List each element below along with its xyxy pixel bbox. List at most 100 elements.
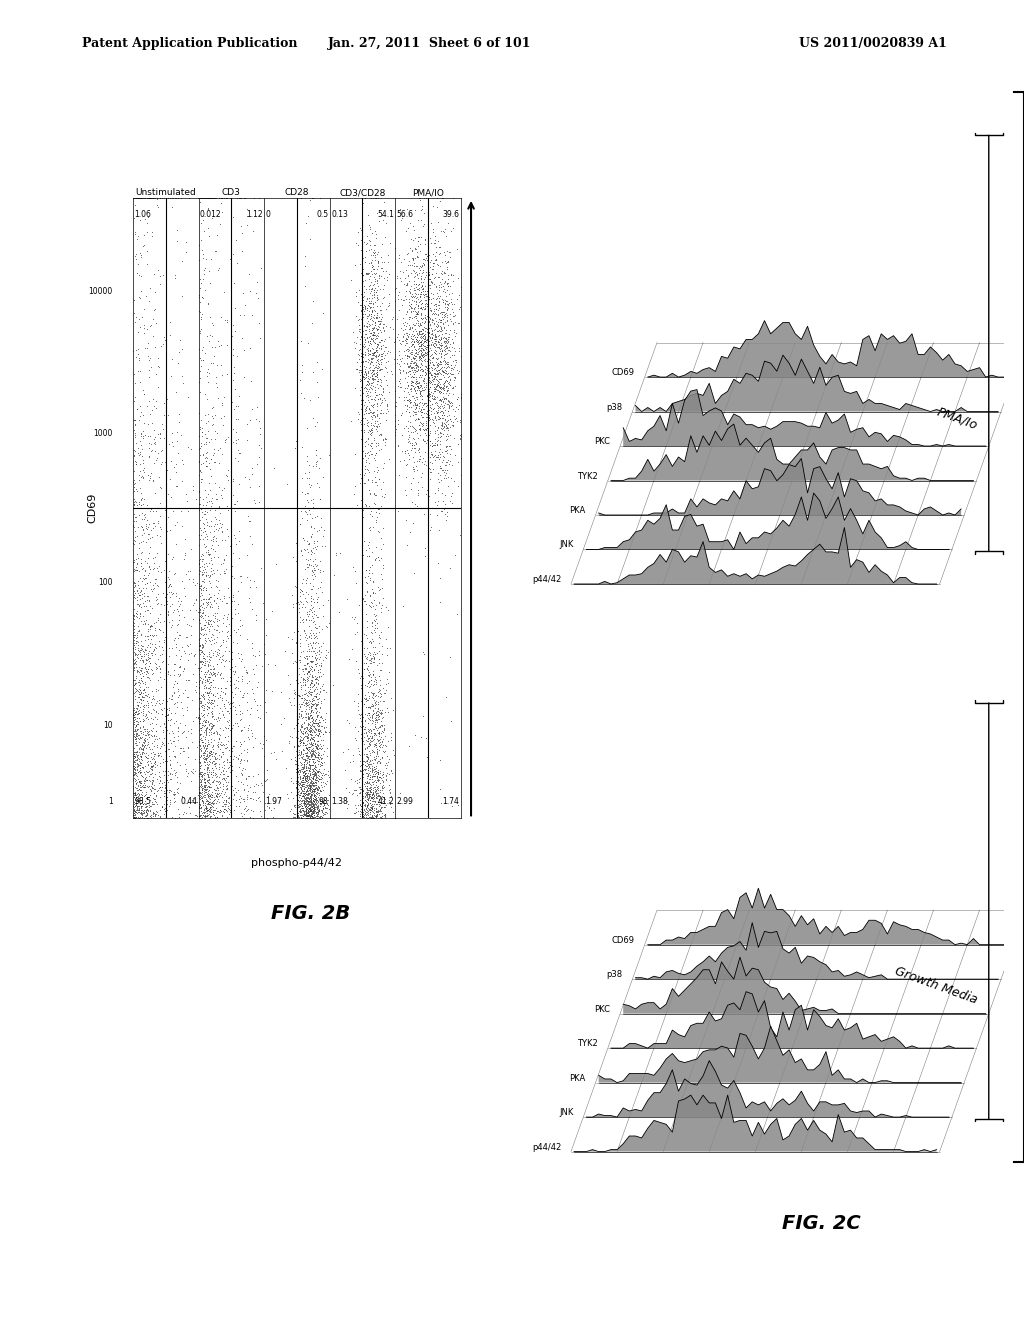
Point — [252, 708, 268, 729]
Point — [256, 725, 272, 746]
Point — [302, 729, 318, 750]
Point — [153, 771, 169, 792]
Point — [126, 763, 142, 784]
Point — [202, 774, 218, 795]
Point — [217, 799, 233, 820]
Point — [362, 322, 379, 343]
Point — [348, 351, 365, 372]
Point — [129, 553, 145, 574]
Point — [376, 719, 392, 741]
Text: US 2011/0020839 A1: US 2011/0020839 A1 — [799, 37, 946, 50]
Point — [339, 709, 355, 730]
Point — [371, 310, 387, 331]
Point — [295, 583, 311, 605]
Point — [197, 614, 213, 635]
Point — [198, 446, 214, 467]
Point — [301, 499, 317, 520]
Point — [299, 780, 315, 801]
Point — [364, 799, 380, 820]
Point — [377, 754, 393, 775]
Point — [339, 791, 355, 812]
Point — [151, 744, 167, 766]
Point — [310, 577, 327, 598]
Point — [292, 805, 308, 826]
Point — [297, 684, 313, 705]
Point — [190, 708, 207, 729]
Point — [352, 253, 369, 275]
Point — [358, 779, 375, 800]
Point — [179, 437, 196, 458]
Point — [134, 739, 151, 760]
Point — [147, 700, 164, 721]
Point — [190, 657, 207, 678]
Point — [301, 760, 317, 781]
Point — [421, 244, 437, 265]
Point — [367, 781, 383, 803]
Point — [197, 729, 213, 750]
Point — [309, 738, 326, 759]
Point — [130, 754, 146, 775]
Point — [371, 440, 387, 461]
Point — [360, 671, 377, 692]
Point — [351, 715, 368, 737]
Point — [126, 461, 142, 482]
Point — [157, 572, 173, 593]
Point — [301, 793, 317, 814]
Point — [298, 659, 314, 680]
Point — [421, 275, 437, 296]
Point — [370, 384, 386, 405]
Point — [191, 796, 208, 817]
Point — [218, 671, 234, 692]
Text: 98: 98 — [318, 797, 329, 807]
Point — [414, 364, 430, 385]
Point — [372, 785, 388, 807]
Point — [356, 750, 373, 771]
Point — [431, 378, 447, 399]
Point — [140, 744, 157, 766]
Point — [370, 315, 386, 337]
Point — [374, 335, 390, 356]
Point — [312, 788, 329, 809]
Point — [301, 228, 317, 249]
Point — [205, 804, 221, 825]
Point — [213, 678, 229, 700]
Point — [365, 595, 381, 616]
Point — [359, 682, 376, 704]
Point — [303, 805, 319, 826]
Point — [305, 624, 322, 645]
Point — [129, 780, 145, 801]
Point — [416, 367, 432, 388]
Point — [302, 772, 318, 793]
Point — [176, 801, 193, 822]
Point — [302, 702, 318, 723]
Point — [126, 744, 142, 766]
Point — [160, 605, 176, 626]
Point — [191, 187, 208, 209]
Point — [356, 432, 373, 453]
Point — [377, 803, 393, 824]
Point — [307, 771, 324, 792]
Point — [430, 430, 446, 451]
Point — [361, 754, 378, 775]
Point — [444, 313, 461, 334]
Point — [291, 735, 307, 756]
Point — [145, 788, 162, 809]
Point — [304, 754, 321, 775]
Point — [351, 334, 368, 355]
Point — [158, 722, 174, 743]
Point — [197, 714, 213, 735]
Point — [364, 796, 380, 817]
Point — [152, 657, 168, 678]
Point — [298, 797, 314, 818]
Point — [362, 652, 379, 673]
Point — [402, 348, 419, 370]
Point — [302, 714, 318, 735]
Point — [365, 259, 381, 280]
Point — [130, 789, 146, 810]
Point — [364, 417, 380, 438]
Point — [408, 399, 424, 420]
Point — [193, 723, 209, 744]
Point — [132, 751, 148, 772]
Point — [236, 750, 252, 771]
Point — [367, 686, 383, 708]
